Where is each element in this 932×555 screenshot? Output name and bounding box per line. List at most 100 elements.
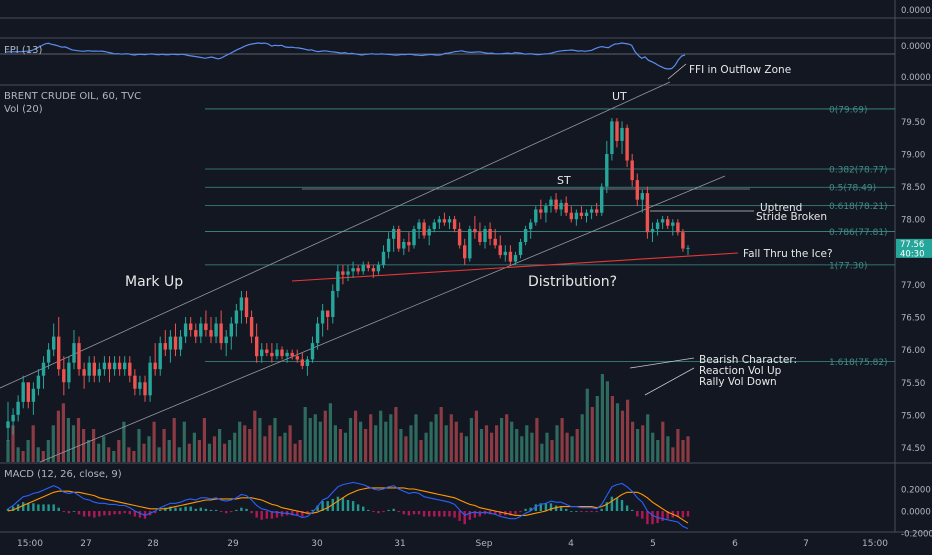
macd-histogram-bar: [82, 511, 86, 517]
macd-histogram-bar: [661, 511, 664, 521]
fpi-tick-label: 0.0000: [901, 73, 931, 83]
volume-bar: [92, 429, 96, 462]
candle-body: [625, 127, 629, 161]
candle-body: [275, 349, 279, 357]
candle-body: [376, 264, 381, 272]
candle-body: [417, 222, 421, 229]
macd-histogram-bar: [676, 511, 680, 517]
macd-histogram-bar: [494, 511, 497, 515]
macd-histogram-bar: [265, 511, 268, 519]
time-tick-label: 7: [803, 539, 809, 549]
fib-label: 0.786(77.81): [829, 228, 888, 238]
macd-histogram-bar: [138, 511, 142, 518]
volume-bar: [454, 421, 458, 462]
candle-body: [16, 401, 20, 415]
candle-body: [493, 238, 497, 246]
candle-body: [483, 229, 487, 242]
macd-histogram-bar: [225, 511, 228, 514]
volume-bar: [580, 414, 584, 462]
volume-bars: [6, 374, 690, 462]
fib-label: 0(79.69): [829, 105, 868, 115]
volume-bar: [343, 432, 348, 462]
support-line: [291, 252, 739, 282]
macd-histogram-bar: [72, 511, 76, 512]
macd-histogram-bar: [463, 511, 466, 525]
candle-body: [305, 359, 310, 366]
channel-lower-line: [39, 175, 726, 463]
volume-bar: [61, 403, 65, 462]
price-badge: [896, 238, 932, 258]
macd-histogram-bar: [6, 508, 10, 511]
macd-histogram-bar: [57, 507, 60, 511]
volume-bar: [359, 421, 363, 462]
candle-body: [427, 229, 431, 236]
volume-bar: [565, 432, 569, 462]
volume-pane-label: Vol (20): [4, 104, 43, 115]
candle-body: [117, 362, 122, 370]
time-tick-label: 6: [732, 539, 738, 549]
macd-histogram-bar: [93, 511, 96, 518]
volume-bar: [505, 414, 509, 462]
volume-bar: [444, 425, 448, 462]
macd-histogram-bar: [184, 506, 187, 511]
volume-bar: [187, 443, 191, 462]
volume-bar: [303, 407, 307, 462]
volume-bar: [646, 414, 650, 462]
volume-bar: [449, 414, 453, 462]
volume-bar: [434, 414, 438, 462]
macd-histogram-bar: [636, 511, 639, 517]
volume-bar: [459, 432, 463, 462]
macd-histogram-bar: [260, 511, 263, 520]
time-tick-label: 28: [147, 539, 159, 549]
candle-body: [300, 359, 304, 366]
candle-body: [67, 362, 71, 383]
volume-bar: [419, 440, 423, 462]
volume-bar: [520, 436, 524, 462]
macd-histogram-bar: [42, 504, 45, 511]
macd-histogram-bar: [230, 511, 233, 513]
volume-bar: [66, 418, 70, 462]
volume-bar: [107, 447, 111, 462]
candle-body: [148, 362, 152, 396]
volume-bar: [510, 421, 514, 462]
volume-bar: [560, 418, 564, 462]
candle-body: [392, 229, 396, 239]
volume-bar: [605, 381, 609, 462]
candle-body: [513, 255, 518, 262]
candle-body: [234, 310, 239, 324]
macd-histogram-bar: [118, 511, 121, 515]
volume-bar: [626, 399, 630, 462]
macd-histogram-bar: [524, 508, 527, 511]
macd-histogram-bar: [433, 511, 436, 517]
candle-body: [128, 362, 132, 376]
candle-body: [686, 247, 690, 249]
candle-body: [204, 323, 208, 330]
candle-body: [310, 343, 315, 360]
macd-histogram-bar: [686, 511, 690, 517]
macd-histogram-bar: [255, 511, 258, 518]
macd-histogram-bar: [351, 501, 355, 511]
volume-bar: [555, 425, 559, 462]
macd-pane-label: MACD (12, 26, close, 9): [4, 469, 122, 480]
macd-histogram-bar: [291, 511, 294, 516]
volume-bar: [414, 414, 418, 462]
annotation-fall-thru: Fall Thru the Ice?: [743, 248, 833, 260]
candle-body: [569, 212, 573, 220]
macd-histogram-bar: [514, 511, 517, 515]
candle-body: [640, 193, 644, 200]
axis-layer: 0.00000.00000.000079.5079.0078.5078.0077…: [17, 6, 932, 549]
macd-histogram-bar: [590, 511, 593, 513]
volume-bar: [686, 436, 690, 462]
volume-bar: [323, 410, 327, 462]
volume-bar: [484, 425, 489, 462]
candle-body: [595, 209, 599, 213]
volume-bar: [157, 447, 161, 462]
candle-body: [82, 369, 86, 376]
volume-bar: [142, 443, 146, 462]
candle-body: [356, 268, 360, 272]
candle-body: [407, 242, 411, 246]
volume-bar: [16, 447, 20, 462]
pointer-bearish-line-1: [629, 357, 695, 369]
fib-label: 1(77.30): [829, 261, 868, 271]
